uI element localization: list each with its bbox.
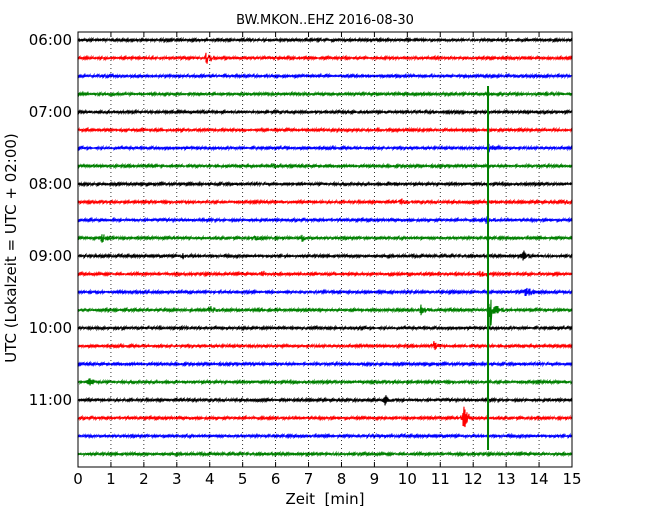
trace-0615	[77, 52, 573, 64]
y-axis-ticks: 06:00 07:00 08:00 09:00 10:00 11:00	[29, 31, 83, 409]
trace-layer	[77, 36, 573, 458]
y-axis-label: UTC (Lokalzeit = UTC + 02:00)	[2, 133, 20, 363]
y-tick-label-1100: 11:00	[29, 391, 72, 409]
trace-0745	[77, 162, 573, 170]
trace-0715	[77, 126, 573, 134]
trace-0915	[77, 270, 573, 278]
trace-0600	[77, 36, 573, 44]
x-tick-label-15: 15	[562, 470, 581, 488]
trace-1115	[77, 406, 573, 428]
x-tick-label-10: 10	[398, 470, 417, 488]
trace-0630	[77, 72, 573, 80]
trace-0900	[77, 250, 573, 261]
trace-1000	[77, 324, 573, 332]
trace-1030	[77, 360, 573, 368]
x-tick-label-4: 4	[205, 470, 215, 488]
trace-1145	[77, 450, 573, 458]
x-tick-label-6: 6	[271, 470, 281, 488]
x-tick-label-9: 9	[370, 470, 380, 488]
x-tick-label-0: 0	[73, 470, 83, 488]
x-tick-label-11: 11	[431, 470, 450, 488]
trace-1045	[77, 378, 573, 386]
x-tick-label-3: 3	[172, 470, 182, 488]
trace-0930	[77, 287, 573, 296]
trace-1130	[77, 432, 573, 440]
x-tick-label-1: 1	[106, 470, 116, 488]
y-tick-label-0900: 09:00	[29, 247, 72, 265]
y-tick-label-0700: 07:00	[29, 103, 72, 121]
trace-0945	[77, 299, 573, 330]
trace-0845	[77, 234, 573, 243]
x-tick-label-8: 8	[337, 470, 347, 488]
vertical-grid	[110, 32, 540, 467]
x-tick-label-7: 7	[304, 470, 314, 488]
trace-1015	[77, 340, 573, 351]
trace-0645	[77, 90, 573, 98]
trace-1100	[77, 395, 573, 406]
trace-0700	[77, 108, 573, 116]
x-axis-ticks: 0 1 2 3 4 5 6 7 8 9 10 11 12 13 14 15	[73, 32, 582, 488]
plot-frame	[77, 31, 573, 468]
x-tick-label-12: 12	[464, 470, 483, 488]
trace-0815	[77, 198, 573, 206]
chart-title: BW.MKON..EHZ 2016-08-30	[236, 13, 414, 28]
x-tick-label-14: 14	[530, 470, 549, 488]
x-tick-label-5: 5	[238, 470, 248, 488]
x-axis-label: Zeit [min]	[285, 490, 364, 508]
x-tick-label-13: 13	[497, 470, 516, 488]
trace-0730	[77, 143, 573, 153]
y-tick-label-0800: 08:00	[29, 175, 72, 193]
trace-0830	[77, 216, 573, 224]
x-tick-label-2: 2	[139, 470, 149, 488]
trace-0800	[77, 180, 573, 188]
y-tick-label-0600: 06:00	[29, 31, 72, 49]
y-tick-label-1000: 10:00	[29, 319, 72, 337]
